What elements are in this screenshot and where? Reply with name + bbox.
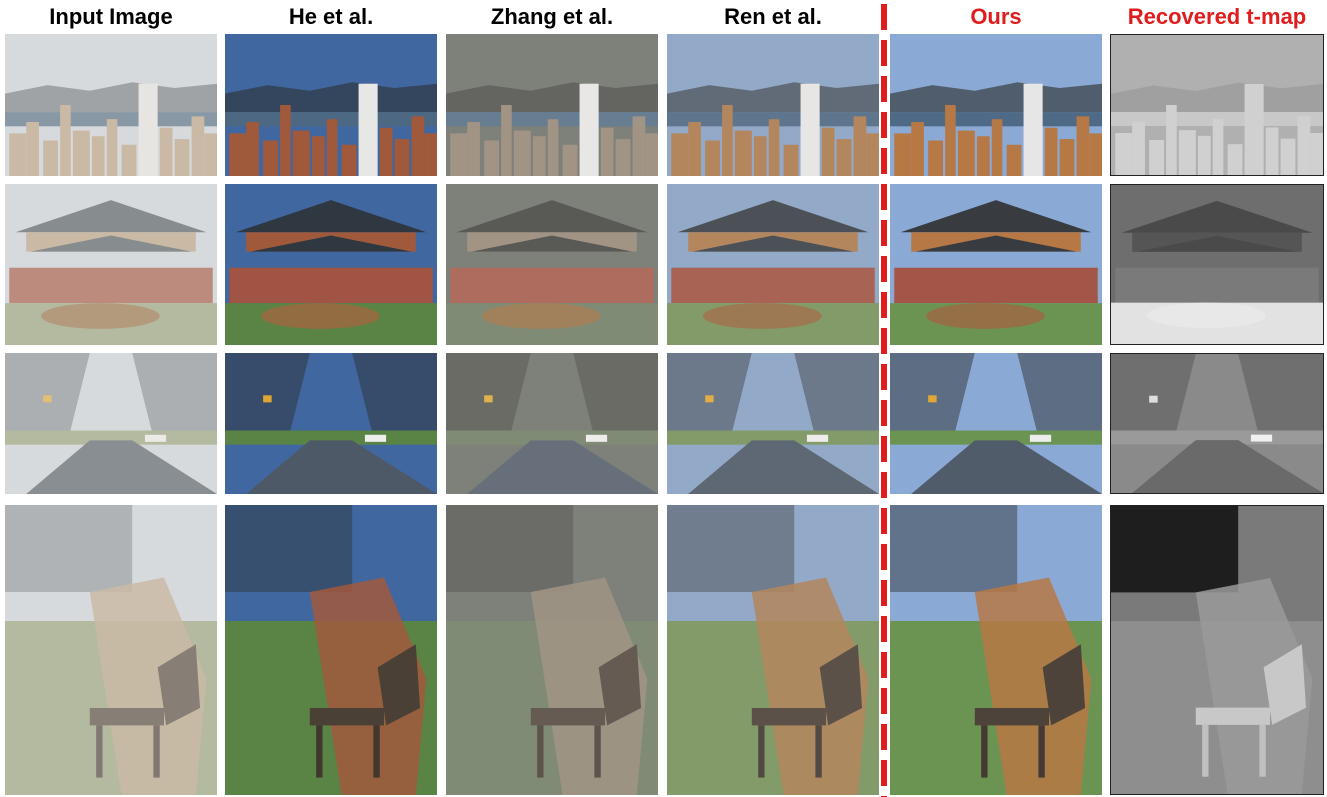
column-header-ours: Ours	[970, 4, 1022, 29]
park-bench-tmap-image	[1110, 505, 1324, 795]
park-bench-zhang-image	[446, 505, 658, 795]
gate-tower-ours-image	[890, 184, 1102, 345]
gate-tower-tmap-image	[1110, 184, 1324, 345]
city-skyline-input-image	[5, 34, 217, 176]
column-header-zhang: Zhang et al.	[490, 4, 614, 29]
tree-lined-road-zhang-image	[446, 353, 658, 494]
city-skyline-tmap-image	[1110, 34, 1324, 176]
city-skyline-zhang-image	[446, 34, 658, 176]
city-skyline-ours-image	[890, 34, 1102, 176]
tree-lined-road-ren-image	[667, 353, 879, 494]
dashed-separator	[881, 4, 887, 797]
gate-tower-he-image	[225, 184, 437, 345]
tree-lined-road-tmap-image	[1110, 353, 1324, 494]
park-bench-ours-image	[890, 505, 1102, 795]
tree-lined-road-he-image	[225, 353, 437, 494]
park-bench-input-image	[5, 505, 217, 795]
tree-lined-road-input-image	[5, 353, 217, 494]
gate-tower-ren-image	[667, 184, 879, 345]
tree-lined-road-ours-image	[890, 353, 1102, 494]
gate-tower-input-image	[5, 184, 217, 345]
column-header-he: He et al.	[288, 4, 374, 29]
column-header-input: Input Image	[49, 4, 173, 29]
column-header-ren: Ren et al.	[724, 4, 822, 29]
city-skyline-ren-image	[667, 34, 879, 176]
park-bench-ren-image	[667, 505, 879, 795]
column-header-tmap: Recovered t-map	[1127, 4, 1307, 29]
park-bench-he-image	[225, 505, 437, 795]
gate-tower-zhang-image	[446, 184, 658, 345]
city-skyline-he-image	[225, 34, 437, 176]
